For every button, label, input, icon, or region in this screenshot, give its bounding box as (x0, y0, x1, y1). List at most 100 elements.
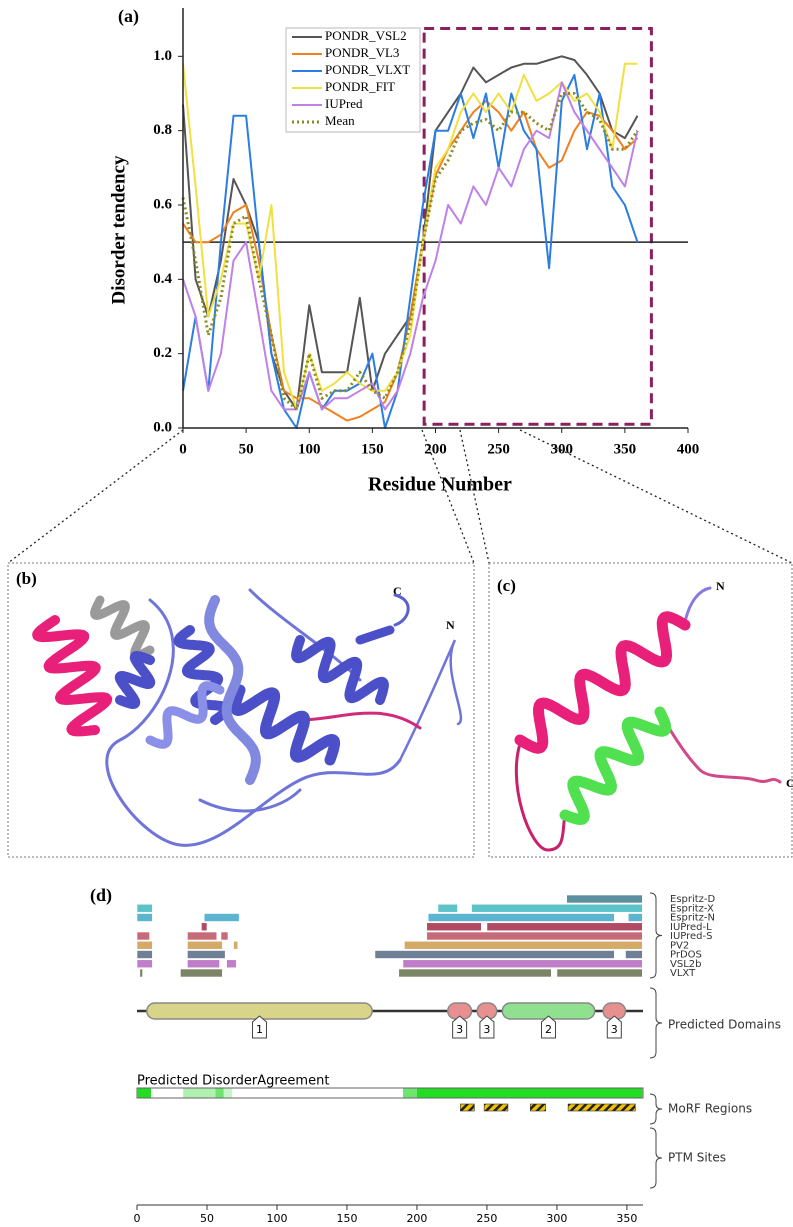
panel-label: (a) (118, 6, 139, 27)
legend-entry: PONDR_VL3 (325, 45, 399, 60)
disorder-segment (137, 941, 152, 949)
disorder-segment (137, 914, 152, 922)
legend-entry: PONDR_FIT (325, 79, 395, 94)
disorder-segment (137, 960, 152, 968)
disorder-segment (204, 914, 239, 922)
domain-label: 2 (545, 1023, 552, 1036)
disorder-segment (187, 960, 219, 968)
x-tick-label: 0 (134, 1212, 141, 1225)
disorder-segment (180, 969, 222, 977)
disorder-segment (427, 932, 643, 940)
x-tick-label: 350 (614, 441, 637, 457)
terminus-label: N (446, 618, 455, 632)
x-tick-label: 300 (546, 1212, 567, 1225)
x-tick-label: 100 (266, 1212, 287, 1225)
connectors (8, 430, 792, 563)
y-axis-label: Disorder tendency (108, 155, 129, 304)
agreement-segment (215, 1089, 223, 1098)
x-tick-label: 200 (406, 1212, 427, 1225)
x-tick-label: 250 (476, 1212, 497, 1225)
disorder-segment (234, 941, 238, 949)
section-label: PTM Sites (668, 1151, 726, 1165)
x-tick-label: 350 (616, 1212, 637, 1225)
domain-label: 3 (483, 1023, 490, 1036)
y-tick-label: 1.0 (153, 48, 172, 64)
disorder-segment (567, 895, 643, 903)
disorder-segment (438, 904, 458, 912)
y-tick-label: 0.8 (153, 122, 172, 138)
protein-structure (37, 590, 461, 845)
disorder-segment (428, 914, 614, 922)
agreement-segment (224, 1089, 232, 1098)
brace (650, 1128, 662, 1188)
panel-label: (c) (497, 576, 516, 595)
highlight-box (424, 28, 651, 424)
x-tick-label: 150 (336, 1212, 357, 1225)
disorder-segment (399, 969, 552, 977)
x-tick-label: 50 (239, 441, 254, 457)
helix (120, 656, 150, 704)
morf-region (530, 1104, 545, 1111)
disorder-segment (137, 904, 152, 912)
y-tick-label: 0.0 (153, 419, 172, 435)
x-tick-label: 250 (487, 441, 510, 457)
morf-region (460, 1104, 474, 1111)
legend-entry: PONDR_VSL2 (325, 28, 407, 43)
disorder-segment (626, 951, 643, 959)
disorder-segment (187, 932, 216, 940)
x-tick-label: 400 (677, 441, 700, 457)
disorder-segment (201, 923, 207, 931)
panel-label: (d) (90, 885, 112, 906)
helix (37, 620, 107, 731)
y-tick-label: 0.2 (153, 345, 172, 361)
brace (650, 988, 662, 1058)
domain-label: 3 (611, 1023, 618, 1036)
section-label: MoRF Regions (668, 1102, 752, 1116)
helix (565, 712, 666, 820)
disorder-segment (375, 951, 614, 959)
panel-label: (b) (16, 569, 37, 588)
disorder-segment (140, 969, 143, 977)
section-label: Predicted Domains (668, 1018, 781, 1032)
y-tick-label: 0.6 (153, 196, 172, 212)
legend-entry: PONDR_VLXT (325, 62, 410, 77)
terminus-label: N (716, 579, 725, 593)
disorder-segment (557, 969, 642, 977)
domain-label: 1 (256, 1023, 263, 1036)
x-tick-label: 150 (361, 441, 384, 457)
x-tick-label: 0 (179, 441, 187, 457)
terminus-label: C (786, 776, 793, 790)
morf-region (568, 1104, 635, 1111)
disorder-segment (187, 941, 222, 949)
x-tick-label: 200 (424, 441, 447, 457)
agreement-segment (183, 1089, 215, 1098)
protein-structure (516, 588, 780, 850)
agreement-label: Predicted DisorderAgreement (137, 1074, 329, 1089)
legend-entry: Mean (325, 113, 355, 128)
disorder-segment (187, 951, 225, 959)
disorder-segment (227, 960, 237, 968)
disorder-segment (137, 932, 150, 940)
helix (296, 640, 384, 700)
agreement-segment (137, 1089, 151, 1098)
agreement-segment (403, 1089, 417, 1098)
disorder-segment (403, 960, 642, 968)
disorder-segment (221, 932, 228, 940)
domain-label: 3 (456, 1023, 463, 1036)
agreement-segment (417, 1089, 642, 1098)
disorder-segment (628, 914, 642, 922)
disorder-segment (427, 923, 482, 931)
x-tick-label: 100 (298, 441, 321, 457)
track-label: VLXT (670, 968, 696, 979)
legend-entry: IUPred (325, 96, 363, 111)
figure: (a) Residue Number Disorder tendency (b)… (0, 0, 793, 1227)
morf-region (484, 1104, 508, 1111)
y-tick-label: 0.4 (153, 271, 172, 287)
series-line (183, 101, 638, 421)
x-tick-label: 300 (551, 441, 574, 457)
brace (650, 1094, 662, 1124)
disorder-segment (472, 904, 643, 912)
brace (650, 893, 662, 978)
helix (95, 600, 150, 655)
disorder-segment (404, 941, 642, 949)
